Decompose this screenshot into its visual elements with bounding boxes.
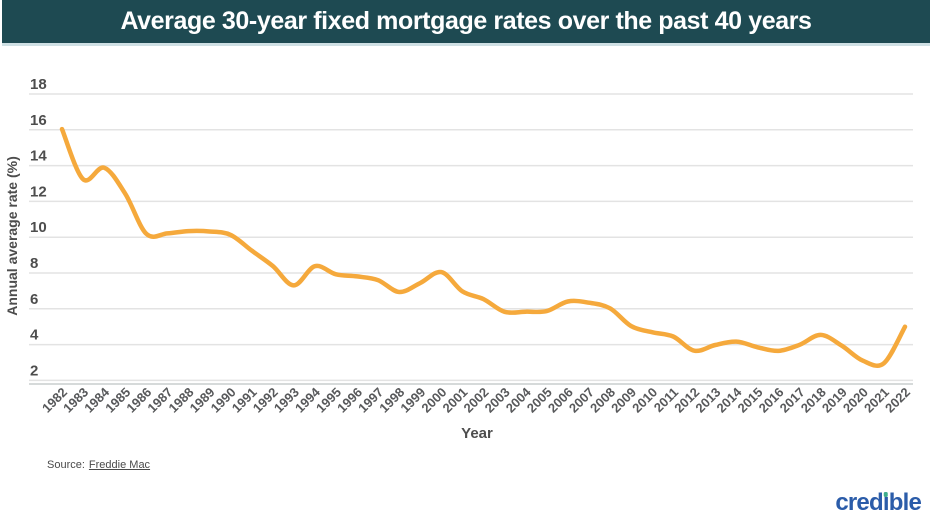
y-tick-label: 10 (30, 219, 47, 236)
y-axis-title: Annual average rate (%) (4, 156, 20, 316)
credible-logo: credı ble (835, 491, 921, 515)
y-tick-label: 14 (30, 148, 47, 165)
x-axis-title: Year (461, 425, 493, 442)
y-tick-label: 8 (30, 255, 38, 272)
y-tick-label: 16 (30, 112, 47, 129)
y-tick-label: 12 (30, 183, 47, 200)
page-title: Average 30-year fixed mortgage rates ove… (120, 7, 812, 35)
source-link[interactable]: Freddie Mac (88, 459, 151, 471)
logo-text-prefix: cred (835, 489, 883, 516)
x-tick-label: 2022 (882, 385, 913, 416)
rate-line (59, 126, 908, 368)
y-tick-label: 18 (30, 76, 47, 93)
logo-dotless-i: ı (882, 489, 890, 516)
source-line: Source: Freddie Mac (47, 459, 150, 471)
y-tick-label: 6 (30, 291, 38, 308)
y-tick-label: 4 (30, 327, 39, 344)
y-tick-label: 2 (30, 362, 38, 379)
logo-text-suffix: ble (888, 489, 922, 516)
logo-green-dot-icon (883, 492, 889, 497)
logo-letter-i: ı (882, 489, 890, 516)
source-label: Source: (47, 459, 85, 471)
title-bar: Average 30-year fixed mortgage rates ove… (2, 0, 930, 46)
